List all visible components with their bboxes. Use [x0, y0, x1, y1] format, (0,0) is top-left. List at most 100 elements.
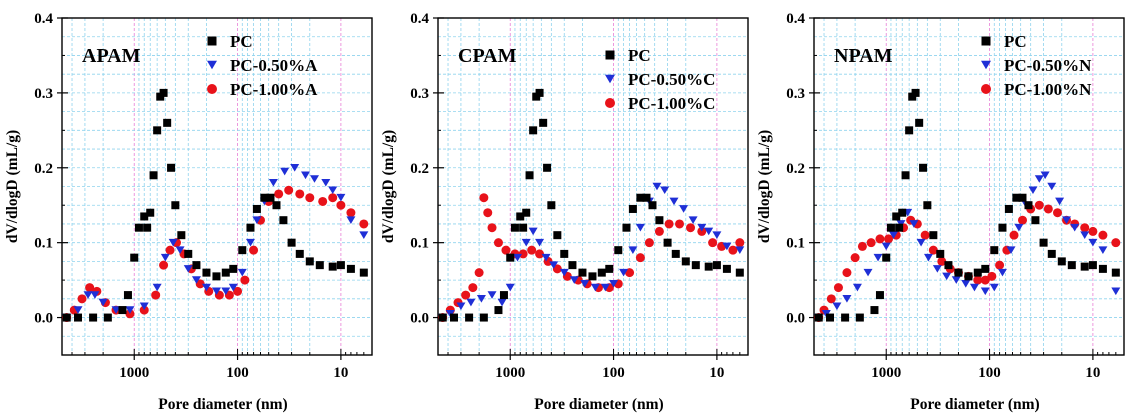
data-point: [539, 118, 548, 127]
data-point: [919, 163, 928, 172]
data-point: [901, 171, 910, 180]
data-point: [635, 253, 645, 263]
plot-frame: [813, 17, 1125, 356]
data-point: [990, 246, 999, 255]
data-point: [229, 264, 238, 273]
data-point: [1111, 287, 1121, 296]
data-point: [569, 276, 579, 284]
data-point: [654, 226, 664, 236]
data-point: [1098, 230, 1108, 240]
data-point: [691, 261, 700, 270]
data-point: [937, 256, 947, 266]
data-point: [997, 268, 1007, 277]
data-point: [932, 265, 942, 273]
chart-panel-npam: 0.0 0.1 0.2 0.3 0.4 1000 100 10 Pore diameter (n…: [752, 0, 1128, 417]
data-point: [118, 306, 127, 315]
data-point: [103, 313, 112, 322]
data-point: [493, 238, 503, 248]
data-point: [1006, 246, 1016, 254]
data-point: [468, 283, 478, 293]
data-point: [359, 268, 368, 277]
data-point: [318, 196, 328, 206]
y-tick-label: 0.1: [34, 236, 53, 252]
y-tick-label: 0.1: [786, 236, 805, 252]
chart-svg: 0.0 0.1 0.2 0.3 0.4 1000 100 10 Pore diameter (n…: [756, 11, 1125, 413]
data-point: [1080, 231, 1090, 239]
data-point: [614, 246, 623, 255]
data-point: [560, 249, 569, 258]
data-point: [969, 283, 979, 292]
data-point: [923, 253, 933, 262]
y-tick-label: 0.0: [410, 311, 429, 327]
data-point: [664, 219, 674, 229]
data-point: [669, 197, 679, 206]
y-axis-label: dV/dlogD (mL/g): [380, 130, 397, 243]
data-point: [987, 271, 997, 281]
x-axis-label: Pore diameter (nm): [158, 396, 287, 413]
data-point: [90, 291, 100, 299]
data-point: [221, 268, 230, 277]
data-point: [74, 313, 83, 322]
data-point: [192, 261, 201, 270]
data-point: [159, 260, 169, 270]
legend-label: PC-1.00%N: [1004, 80, 1092, 99]
data-point: [841, 313, 850, 322]
data-point: [83, 291, 93, 299]
legend-label: PC-1.00%A: [230, 80, 318, 99]
data-point: [201, 283, 211, 292]
data-point: [915, 118, 924, 127]
data-point: [279, 216, 288, 225]
data-point: [712, 261, 721, 270]
data-point: [648, 201, 657, 210]
data-point: [336, 261, 345, 270]
data-point: [111, 306, 121, 314]
data-point: [642, 193, 651, 202]
data-point: [149, 171, 158, 180]
data-point: [850, 253, 860, 263]
data-point: [675, 219, 685, 229]
data-point: [525, 171, 534, 180]
data-point: [516, 212, 525, 221]
data-point: [622, 223, 631, 232]
data-point: [1111, 238, 1121, 248]
data-point: [328, 193, 338, 203]
data-point: [1111, 268, 1120, 277]
data-point: [315, 261, 324, 270]
data-point: [911, 88, 920, 97]
data-point: [62, 313, 71, 322]
data-point: [704, 227, 714, 236]
data-point: [728, 245, 738, 255]
data-point: [177, 231, 186, 240]
data-point: [549, 261, 559, 269]
data-point: [951, 276, 961, 284]
data-point: [973, 268, 982, 277]
data-point: [826, 294, 836, 304]
data-point: [735, 238, 745, 248]
legend-marker: [605, 98, 615, 108]
data-point: [961, 280, 971, 288]
data-point: [552, 264, 562, 274]
data-point: [245, 238, 255, 247]
grid: [813, 18, 1124, 355]
data-point: [359, 231, 369, 239]
data-point: [175, 246, 185, 254]
x-tick-label: 100: [226, 365, 249, 381]
data-point: [527, 245, 537, 255]
data-point: [1014, 223, 1024, 232]
data-point: [152, 283, 162, 292]
data-point: [920, 230, 930, 240]
data-point: [295, 189, 305, 199]
y-tick-label: 0.2: [410, 161, 429, 177]
data-point: [497, 298, 507, 307]
data-point: [321, 178, 331, 187]
data-point: [238, 246, 247, 255]
y-tick-label: 0.2: [786, 161, 805, 177]
data-point: [73, 306, 83, 314]
data-point: [1034, 175, 1044, 183]
data-point: [518, 249, 528, 259]
data-point: [863, 268, 873, 277]
data-point: [735, 246, 745, 254]
legend-marker: [207, 84, 217, 94]
data-point: [123, 291, 132, 300]
panel-title: CPAM: [458, 45, 517, 67]
